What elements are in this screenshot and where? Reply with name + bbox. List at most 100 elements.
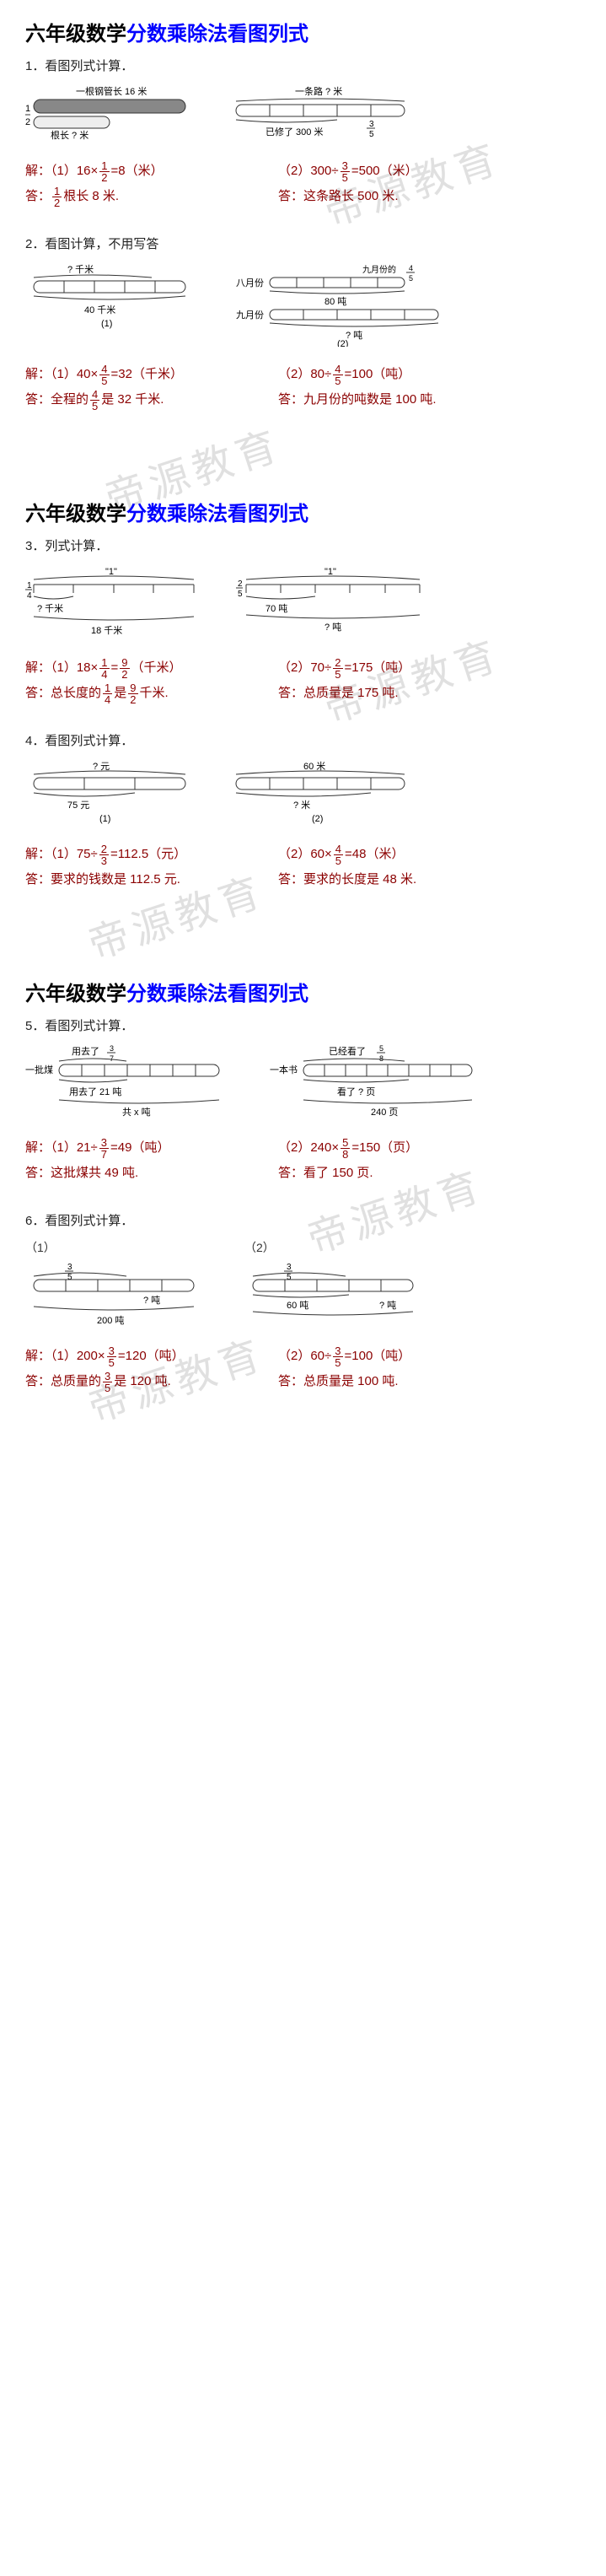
svg-text:75 元: 75 元	[67, 800, 89, 811]
sub-label: （1）	[25, 1239, 211, 1256]
fraction: 35	[341, 160, 350, 183]
solution-left: 解：（1）200×35=120（吨） 答：总质量的35是 120 吨.	[25, 1344, 244, 1394]
bar-diagram-icon: "1" 2 5 70 吨 ? 吨	[236, 564, 430, 632]
fraction: 25	[333, 657, 342, 680]
diagram-3-1: "1" 1 4 ? 千米 18 千米	[25, 564, 202, 640]
solution-right: （2）60÷35=100（吨） 答：总质量是 100 吨.	[278, 1344, 497, 1394]
svg-text:18 千米: 18 千米	[91, 625, 122, 636]
svg-text:看了 ? 页: 看了 ? 页	[337, 1086, 375, 1097]
diagram-2-2: 九月份的 4 5 八月份 80 吨 九月份 ? 吨 (2)	[228, 262, 447, 347]
diagram-6-2: （2） 3 5 60 吨 ? 吨	[244, 1239, 430, 1328]
solution-block: 解：（1）21÷37=49（吨） 答：这批煤共 49 吨. （2）240×58=…	[25, 1135, 581, 1186]
diagram-1-2: 一条路 ? 米 已修了 300 米 3 5	[228, 84, 413, 143]
svg-text:一根钢管长 16 米: 一根钢管长 16 米	[76, 85, 147, 97]
bar-diagram-icon: 一条路 ? 米 已修了 300 米 3 5	[228, 84, 413, 143]
solution-right: （2）70÷25=175（吨） 答：总质量是 175 吨.	[278, 655, 497, 706]
title-blue: 分数乘除法看图列式	[126, 23, 308, 46]
svg-text:一本书: 一本书	[270, 1064, 298, 1075]
title-black: 六年级数学	[25, 23, 126, 46]
page-2: 帝源教育 帝源教育 六年级数学分数乘除法看图列式 3．列式计算． "1" 1 4…	[0, 480, 606, 960]
solution-block: 解：（1）200×35=120（吨） 答：总质量的35是 120 吨. （2）6…	[25, 1344, 581, 1394]
svg-text:九月份: 九月份	[236, 310, 264, 321]
answer: 答：看了 150 页.	[278, 1166, 373, 1180]
fraction: 45	[333, 364, 342, 386]
diagram-5-2: 已经看了 5 8 一本书 看了 ? 页 240 页	[270, 1044, 489, 1120]
svg-text:70 吨: 70 吨	[265, 603, 287, 614]
fraction: 92	[120, 657, 129, 680]
svg-text:根长 ? 米: 根长 ? 米	[51, 129, 88, 141]
svg-text:(1): (1)	[99, 814, 110, 824]
solution-left: 解：（1）75÷23=112.5（元） 答：要求的钱数是 112.5 元.	[25, 842, 244, 892]
svg-text:80 吨: 80 吨	[324, 296, 346, 307]
svg-text:40 千米: 40 千米	[84, 304, 115, 315]
fraction: 45	[99, 364, 109, 386]
answer: 答：九月份的吨数是 100 吨.	[278, 392, 437, 407]
svg-text:1: 1	[27, 581, 32, 590]
svg-text:5: 5	[379, 1044, 383, 1053]
solution-right: （2）240×58=150（页） 答：看了 150 页.	[278, 1135, 497, 1186]
bar-diagram-icon: 3 5 60 吨 ? 吨	[244, 1261, 430, 1328]
svg-text:一条路 ? 米: 一条路 ? 米	[295, 85, 342, 97]
diagram-5-1: 用去了 3 7 一批煤 用去了 21 吨 共 x 吨	[25, 1044, 236, 1120]
fraction: 92	[128, 682, 137, 705]
diagram-row: （1） 3 5 ? 吨 200 吨 （2） 3 5	[25, 1239, 581, 1328]
sub-label: （2）	[244, 1239, 430, 1256]
fraction: 23	[99, 843, 109, 866]
svg-text:1: 1	[25, 104, 30, 114]
svg-text:5: 5	[67, 1273, 72, 1282]
svg-text:2: 2	[25, 117, 30, 127]
svg-text:(1): (1)	[101, 319, 112, 329]
diagram-row: 一根钢管长 16 米 1 2 根长 ? 米 一条路 ? 米 已修了 300 米 …	[25, 84, 581, 143]
problem-number: 5．看图列式计算．	[25, 1016, 581, 1034]
svg-text:3: 3	[287, 1263, 292, 1272]
problem-number: 6．看图列式计算．	[25, 1211, 581, 1229]
svg-text:用去了 21 吨: 用去了 21 吨	[69, 1086, 121, 1097]
bar-diagram-icon: 用去了 3 7 一批煤 用去了 21 吨 共 x 吨	[25, 1044, 236, 1120]
fraction: 12	[52, 186, 62, 208]
solution-left: 解：（1）16×12=8（米） 答：12根长 8 米.	[25, 159, 244, 209]
solution-block: 解：（1）75÷23=112.5（元） 答：要求的钱数是 112.5 元. （2…	[25, 842, 581, 892]
diagram-1-1: 一根钢管长 16 米 1 2 根长 ? 米	[25, 84, 194, 143]
bar-diagram-icon: 3 5 ? 吨 200 吨	[25, 1261, 211, 1328]
diagram-row: ? 千米 40 千米 (1) 九月份的 4 5 八月份 80 吨 九月份	[25, 262, 581, 347]
page-3: 帝源教育 帝源教育 六年级数学分数乘除法看图列式 5．看图列式计算． 用去了 3…	[0, 960, 606, 1462]
svg-text:? 吨: ? 吨	[143, 1295, 160, 1306]
svg-text:? 元: ? 元	[93, 762, 110, 772]
svg-text:4: 4	[27, 591, 32, 601]
answer: 答：要求的钱数是 112.5 元.	[25, 872, 180, 887]
svg-text:已经看了: 已经看了	[329, 1045, 366, 1057]
svg-text:九月份的: 九月份的	[362, 264, 396, 275]
svg-text:? 千米: ? 千米	[67, 264, 94, 275]
svg-text:? 米: ? 米	[293, 800, 310, 811]
answer: 答：这条路长 500 米.	[278, 189, 399, 203]
svg-text:(2): (2)	[312, 814, 323, 824]
svg-text:240 页: 240 页	[371, 1107, 398, 1118]
bar-diagram-icon: 已经看了 5 8 一本书 看了 ? 页 240 页	[270, 1044, 489, 1120]
page-1: 帝源教育 帝源教育 六年级数学分数乘除法看图列式 1．看图列式计算． 一根钢管长…	[0, 0, 606, 480]
svg-text:? 吨: ? 吨	[324, 622, 341, 632]
problem-number: 1．看图列式计算．	[25, 57, 581, 74]
bar-diagram-icon: ? 千米 40 千米 (1)	[25, 262, 194, 330]
bar-diagram-icon: 一根钢管长 16 米 1 2 根长 ? 米	[25, 84, 194, 143]
svg-text:3: 3	[67, 1263, 72, 1272]
page-title: 六年级数学分数乘除法看图列式	[25, 497, 581, 526]
solution-right: （2）80÷45=100（吨） 答：九月份的吨数是 100 吨.	[278, 362, 497, 412]
svg-text:60 米: 60 米	[303, 761, 325, 772]
svg-text:? 千米: ? 千米	[37, 603, 63, 614]
svg-text:5: 5	[409, 274, 413, 283]
fraction: 45	[90, 389, 99, 412]
diagram-row: ? 元 75 元 (1) 60 米 ? 米 (2)	[25, 759, 581, 827]
fraction: 12	[99, 160, 109, 183]
problem-number: 3．列式计算．	[25, 536, 581, 554]
svg-text:用去了: 用去了	[72, 1046, 99, 1057]
svg-text:? 吨: ? 吨	[379, 1300, 396, 1311]
problem-number: 4．看图列式计算．	[25, 731, 581, 749]
sol-prefix: 解：（1）	[25, 164, 77, 178]
answer: 答：这批煤共 49 吨.	[25, 1166, 138, 1180]
fraction: 37	[99, 1137, 109, 1160]
fraction: 14	[99, 657, 109, 680]
svg-text:5: 5	[287, 1273, 292, 1282]
svg-text:八月份: 八月份	[236, 278, 264, 288]
fraction: 35	[107, 1345, 116, 1368]
diagram-4-2: 60 米 ? 米 (2)	[228, 759, 413, 827]
